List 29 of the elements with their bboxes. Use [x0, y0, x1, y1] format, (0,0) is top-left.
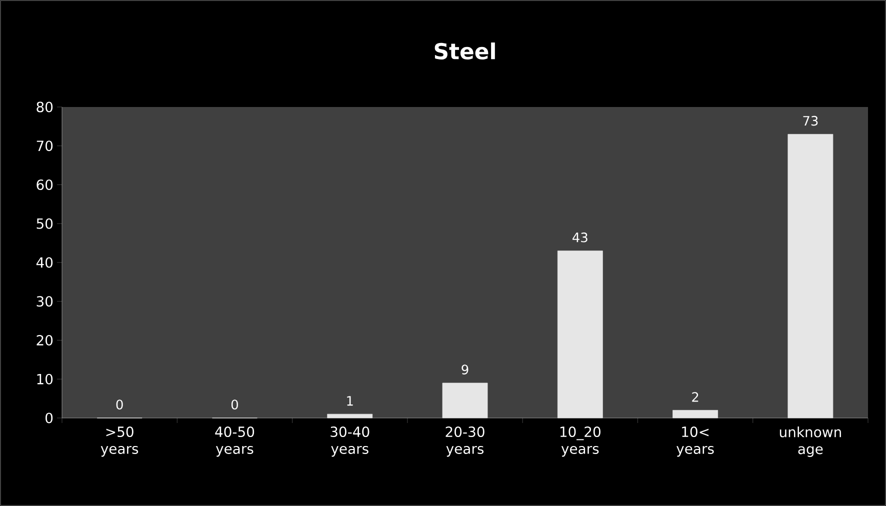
- chart-title: Steel: [434, 42, 495, 60]
- x-tick-label: unknown age: [780, 426, 841, 457]
- y-tick-label: 20: [36, 334, 53, 346]
- bar: [442, 382, 488, 418]
- x-tick-label: 10_20 years: [560, 426, 600, 457]
- y-tick-label: 10: [37, 374, 53, 384]
- y-tick-label: 0: [46, 412, 53, 424]
- x-tick-label: 40-50 years: [215, 426, 254, 457]
- data-label: 2: [692, 392, 698, 402]
- x-tick-label: 10< years: [676, 426, 714, 457]
- y-tick-label: 80: [36, 102, 53, 112]
- x-tick-label: 20-30 years: [446, 426, 484, 457]
- data-label: 73: [803, 116, 818, 126]
- y-tick-label: 40: [36, 257, 53, 268]
- y-tick-label: 50: [36, 218, 53, 229]
- bar: [557, 250, 603, 418]
- data-label: 1: [347, 396, 353, 406]
- y-tick-label: 60: [36, 179, 53, 190]
- data-label: 43: [572, 232, 588, 242]
- data-label: 0: [231, 400, 238, 410]
- y-tick-label: 70: [36, 140, 53, 152]
- x-tick-label: 30-40 years: [330, 426, 370, 457]
- bar: [327, 414, 373, 418]
- data-label: 0: [116, 400, 123, 410]
- data-label: 9: [462, 364, 468, 374]
- bar: [788, 134, 834, 418]
- x-tick-label: >50 years: [100, 426, 138, 457]
- bar: [672, 410, 718, 418]
- y-tick-label: 30: [36, 296, 53, 307]
